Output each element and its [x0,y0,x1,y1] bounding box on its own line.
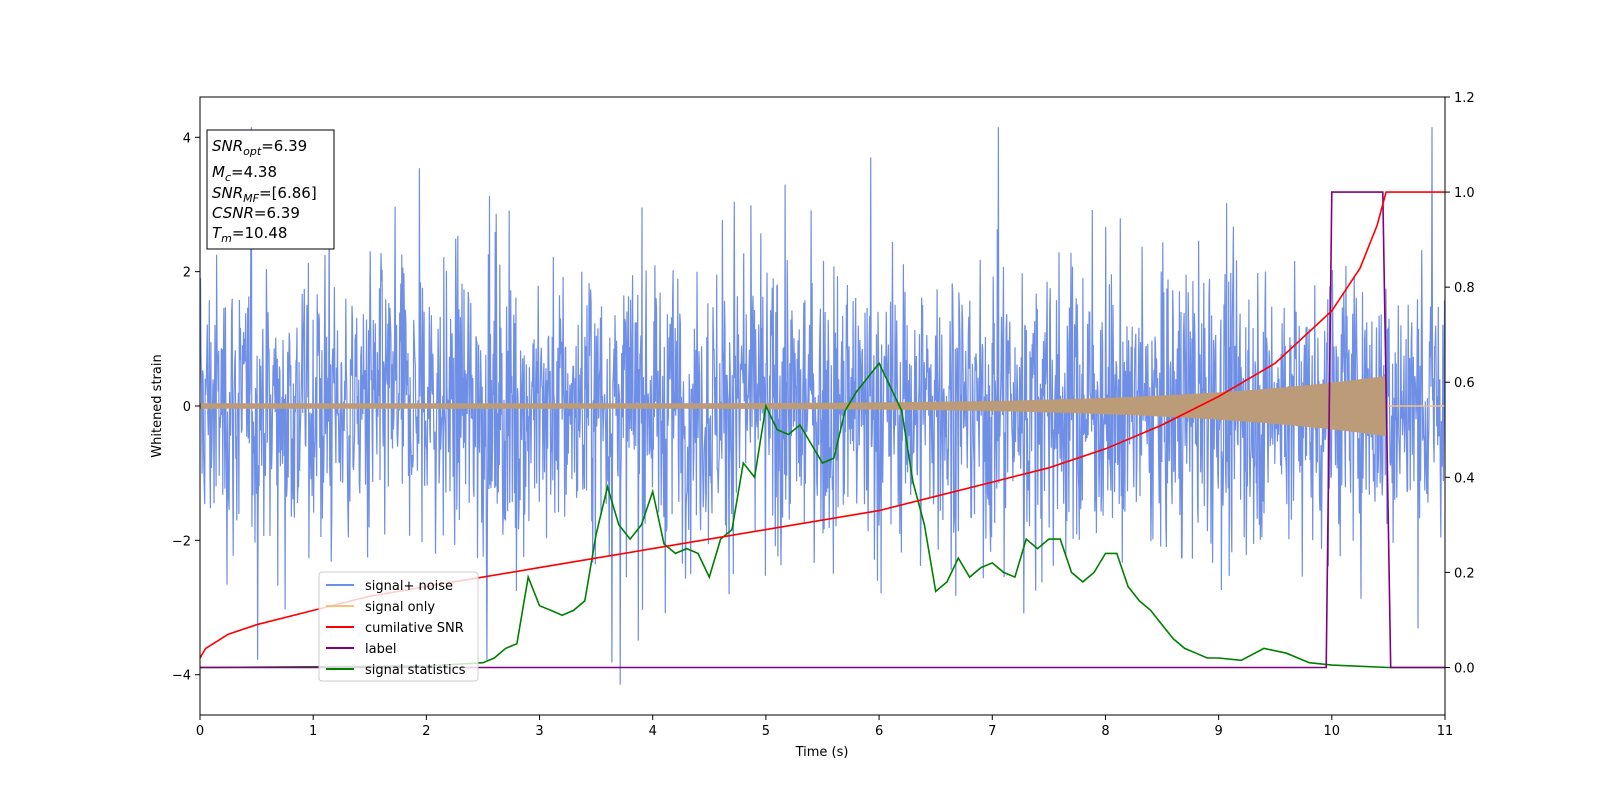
signal-envelope [200,375,1387,437]
legend-label-snr: cumilative SNR [365,621,464,636]
info-mc: Mc=4.38 [212,163,277,184]
info-box-frame [206,129,335,250]
noise-trace [200,127,1445,685]
legend-label-noise: signal+ noise [365,579,453,594]
info-snr-opt: SNRopt=6.39 [212,137,307,158]
info-snr-mf: SNRMF=[6.86] [212,184,317,205]
legend-frame [318,571,479,682]
x-tick-label: 11 [1437,724,1454,739]
x-axis-label: Time (s) [795,745,849,760]
y-axis-label: Whitened strain [150,354,165,457]
x-tick-label: 5 [762,724,770,739]
y-left-tick-label: 4 [183,131,191,146]
x-tick-label: 10 [1324,724,1341,739]
x-tick-label: 2 [422,724,430,739]
noise-series [200,127,1445,685]
y-right-tick-label: 0.6 [1454,376,1475,391]
x-tick-label: 0 [196,724,204,739]
legend: signal+ noise signal only cumilative SNR… [318,571,479,682]
x-tick-label: 6 [875,724,883,739]
info-csnr: CSNR=6.39 [212,204,300,222]
y-right-tick-label: 0.4 [1454,471,1475,486]
y-right-tick-label: 0.0 [1454,661,1475,676]
x-tick-label: 1 [309,724,317,739]
legend-label-label: label [365,642,396,657]
signal-only-series [200,375,1445,437]
axes: 0 1 2 3 4 5 6 7 8 9 10 11 −4 −2 0 2 4 0.0 0.2 0.4 0.6 0.8 1.0 1… [172,91,1475,739]
legend-label-stats: signal statistics [365,663,466,678]
y-right-tick-label: 1.0 [1454,186,1475,201]
x-tick-label: 9 [1214,724,1222,739]
x-tick-label: 8 [1101,724,1109,739]
info-box: SNRopt=6.39 Mc=4.38 SNRMF=[6.86] CSNR=6.… [206,129,335,250]
y-right-tick-label: 0.8 [1454,281,1475,296]
legend-label-signal: signal only [365,600,435,615]
y-left-tick-label: −2 [172,534,191,549]
x-tick-label: 3 [535,724,543,739]
stats-line [200,361,1445,669]
y-left-tick-label: −4 [172,669,191,684]
y-right-tick-label: 0.2 [1454,566,1475,581]
y-right-tick-label: 1.2 [1454,91,1475,106]
label-line [200,191,1445,669]
y-left-tick-label: 2 [183,266,191,281]
x-tick-label: 4 [649,724,657,739]
y-left-tick-label: 0 [183,400,191,415]
info-tm: Tm=10.48 [212,224,287,245]
x-tick-label: 7 [988,724,996,739]
